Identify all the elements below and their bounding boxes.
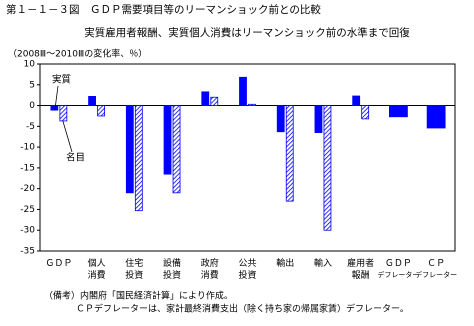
bar [314, 105, 323, 133]
bar [248, 103, 256, 106]
bar [125, 105, 134, 194]
x-tick-label: 輸出 [276, 257, 294, 269]
bar [172, 105, 181, 194]
bar [361, 105, 370, 120]
y-tick-label: -25 [20, 205, 35, 215]
y-tick-label: -5 [26, 122, 35, 132]
note: （備考）内閣府「国民経済計算」により作成。 [44, 290, 233, 302]
bar [323, 105, 332, 231]
x-tick-label: 住宅投資 [125, 257, 143, 281]
x-tick-label: 雇用者報酬 [347, 257, 374, 281]
y-tick-label: -20 [20, 184, 35, 194]
y-axis-label: （2008Ⅲ～2010Ⅲの変化率、％） [8, 48, 147, 60]
callout-line [62, 120, 73, 153]
y-tick-label: -15 [20, 163, 35, 173]
bar [210, 96, 219, 106]
bar [50, 105, 59, 111]
bar [276, 105, 285, 133]
x-tick-label: 政府消費 [201, 257, 219, 281]
bar [134, 105, 143, 212]
chart-subtitle: 実質雇用者報酬、実質個人消費はリーマンショック前の水準まで回復 [84, 26, 410, 39]
bar [201, 91, 210, 106]
chart-title: 第１－１－３図 ＧＤＰ需要項目等のリーマンショック前との比較 [6, 3, 321, 16]
y-tick-label: -30 [20, 226, 35, 236]
y-tick-label: -10 [20, 143, 35, 153]
bar [163, 105, 172, 175]
bar [352, 95, 361, 106]
note: ＣＰデフレーターは、家計最終消費支出（除く持ち家の帰属家賃）デフレーター。 [76, 303, 409, 315]
bar [88, 96, 96, 106]
x-tick-label: 個人消費 [88, 257, 106, 281]
plot-frame [39, 63, 456, 252]
x-tick-label: 設備投資 [163, 257, 181, 281]
x-tick-label: ＧＤＰデフレーター [377, 259, 419, 280]
x-tick-label: ＧＤＰ [45, 259, 72, 269]
bar [285, 105, 294, 202]
bar [97, 105, 105, 117]
x-tick-label: 公共投資 [238, 258, 256, 281]
x-tick-label: ＣＰデフレーター [415, 259, 457, 280]
x-tick-label: 輸入 [314, 257, 332, 269]
y-tick-label: 5 [29, 80, 35, 90]
legend-label: 実質 [52, 74, 71, 86]
y-tick-label: -35 [20, 247, 35, 257]
bar [59, 105, 68, 122]
bar [389, 105, 408, 118]
bar [426, 105, 446, 129]
callout-line [54, 85, 59, 111]
legend-label: 名目 [66, 152, 85, 164]
y-tick-label: 10 [24, 60, 36, 70]
y-tick-label: 0 [29, 101, 35, 111]
bar [239, 76, 247, 106]
